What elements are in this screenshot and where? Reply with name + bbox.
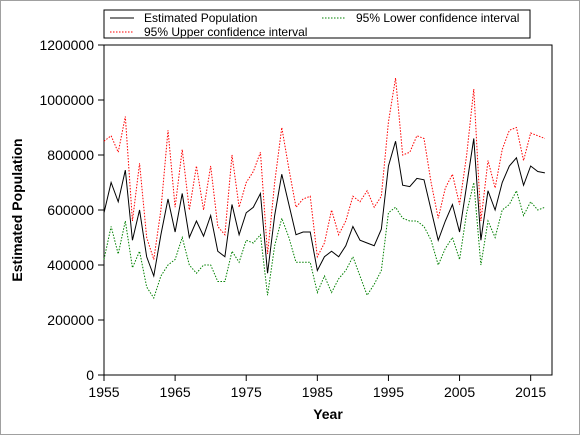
legend-label: 95% Lower confidence interval <box>356 11 519 25</box>
x-tick-label: 1955 <box>88 384 119 400</box>
series-line <box>103 138 545 278</box>
x-tick-label: 1975 <box>231 384 262 400</box>
legend-label: 95% Upper confidence interval <box>144 25 307 39</box>
legend-label: Estimated Population <box>144 11 257 25</box>
x-axis-label: Year <box>313 406 343 422</box>
y-tick-label: 800000 <box>47 147 94 163</box>
x-tick-label: 2015 <box>515 384 546 400</box>
x-tick-label: 1965 <box>160 384 191 400</box>
series-line <box>103 182 546 300</box>
y-tick-label: 600000 <box>47 202 94 218</box>
x-tick-label: 1995 <box>373 384 404 400</box>
legend <box>103 9 531 39</box>
x-tick-label: 1985 <box>302 384 333 400</box>
y-axis-label: Estimated Population <box>9 138 25 281</box>
y-tick-label: 0 <box>86 367 94 383</box>
y-tick-label: 1200000 <box>39 37 94 53</box>
series-line <box>103 77 546 260</box>
y-tick-label: 1000000 <box>39 92 94 108</box>
y-tick-label: 400000 <box>47 257 94 273</box>
y-tick-label: 200000 <box>47 312 94 328</box>
x-tick-label: 2005 <box>444 384 475 400</box>
